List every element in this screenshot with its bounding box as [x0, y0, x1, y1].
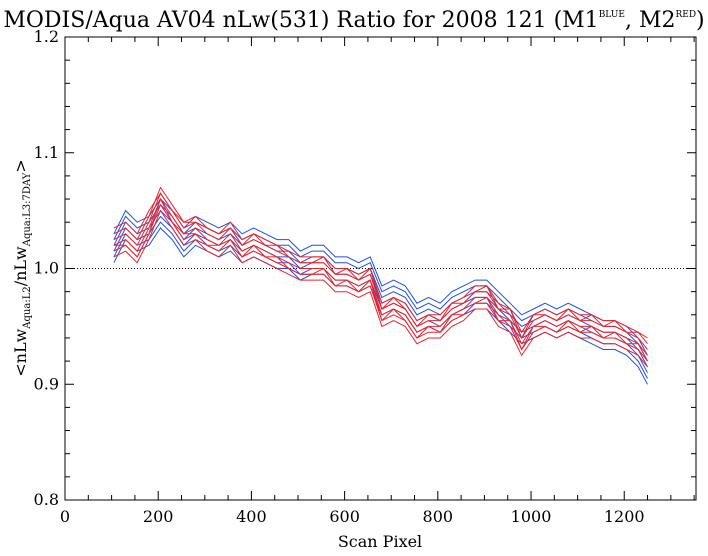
y-tick-label: 1.0	[34, 259, 59, 278]
ylabel-close: >	[11, 159, 30, 172]
y-tick-label: 0.9	[34, 374, 59, 393]
y-tick-label: 1.2	[34, 27, 59, 46]
ylabel-slash: /nLw	[11, 246, 30, 286]
y-axis-label: <nLwAqua:L2/nLwAqua:L3:7DAY>	[11, 159, 33, 376]
ylabel-open: <nLw	[11, 328, 30, 376]
blue-series-line-3	[113, 198, 648, 356]
red-series-line-12	[113, 192, 648, 345]
title-sup-red: RED	[675, 10, 696, 20]
x-tick-label: 0	[60, 507, 70, 526]
x-tick-label: 800	[423, 507, 454, 526]
x-tick-label: 600	[329, 507, 360, 526]
x-tick-label: 1000	[511, 507, 552, 526]
title-main: MODIS/Aqua AV04 nLw(531) Ratio for 2008 …	[3, 8, 598, 33]
tick-labels: 0 200 400 600 800 1000 1200 0.8 0.9 1.0 1.1 1.2	[34, 27, 645, 526]
series-lines	[113, 186, 648, 385]
chart-title: MODIS/Aqua AV04 nLw(531) Ratio for 2008 …	[3, 8, 704, 33]
ylabel-sub2: Aqua:L3:7DAY	[22, 172, 33, 247]
red-series-line-11	[113, 197, 648, 362]
red-series-line-9	[113, 186, 648, 339]
title-sup-blue: BLUE	[599, 10, 625, 20]
title-mid: , M2	[625, 8, 676, 33]
x-axis-label: Scan Pixel	[338, 532, 422, 551]
red-series-line-10	[113, 209, 648, 368]
x-tick-label: 400	[236, 507, 267, 526]
title-end: )	[696, 8, 705, 33]
y-tick-label: 0.8	[34, 490, 59, 509]
axis-ticks	[64, 36, 696, 501]
red-series-line-6	[113, 197, 648, 356]
ylabel-sub1: Aqua:L2	[22, 286, 33, 329]
y-tick-label: 1.1	[34, 143, 59, 162]
x-tick-label: 1200	[604, 507, 645, 526]
x-tick-label: 200	[143, 507, 174, 526]
